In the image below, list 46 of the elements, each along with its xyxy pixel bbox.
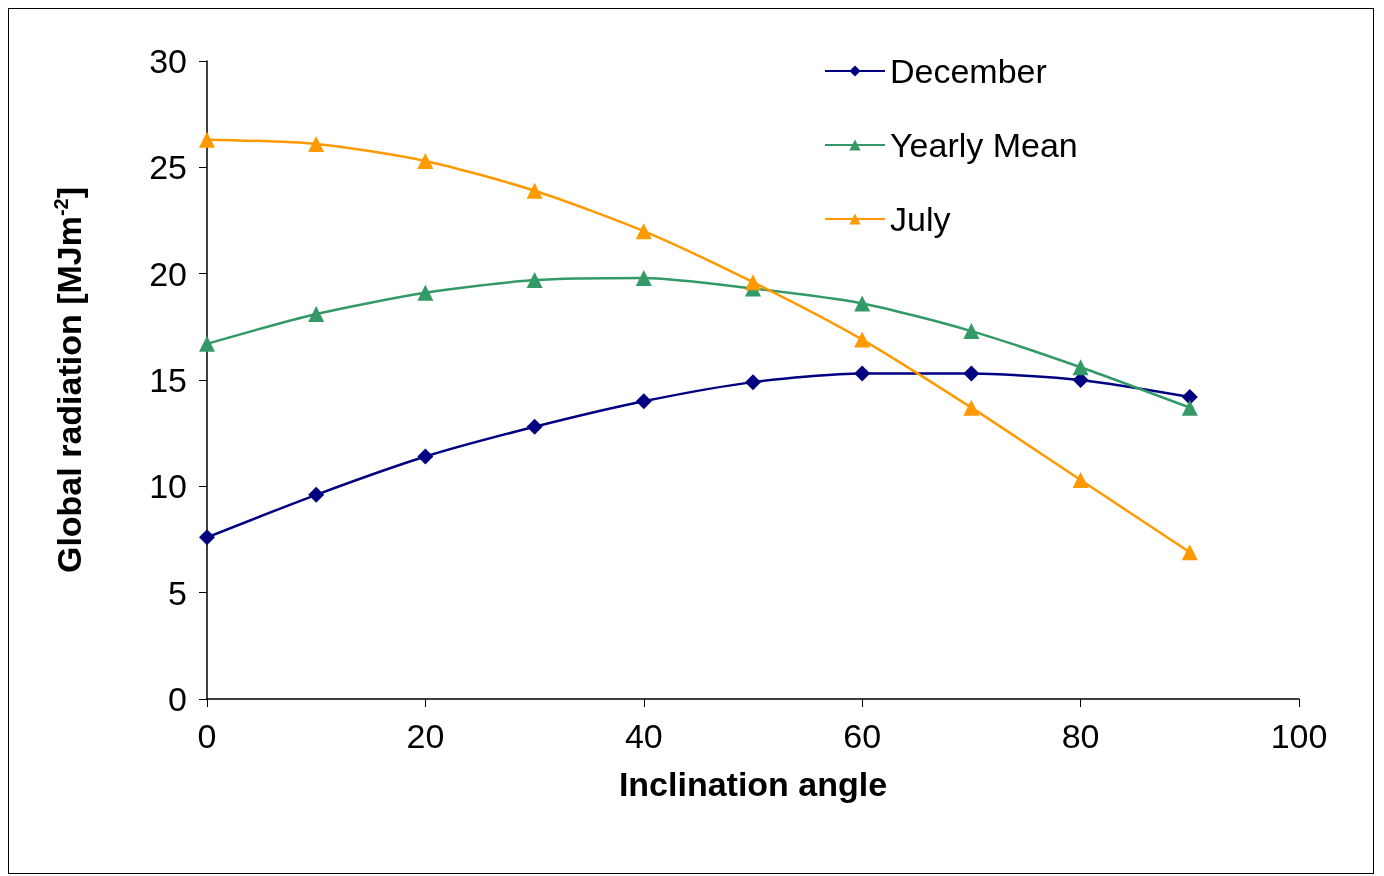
y-tick-label: 30: [149, 42, 187, 80]
x-tick-label: 100: [1270, 717, 1328, 755]
x-tick-label: 20: [406, 717, 445, 755]
point: [199, 131, 215, 148]
point: [199, 335, 215, 352]
x-tick-label: 60: [843, 717, 882, 755]
point: [1181, 544, 1198, 561]
point: [1072, 471, 1089, 488]
point: [745, 374, 761, 391]
y-tick-label: 20: [149, 254, 187, 293]
point: [635, 269, 652, 286]
point: [526, 182, 543, 199]
point: [854, 365, 871, 382]
point: [308, 135, 325, 152]
y-axis-title: Global radiation [MJm-2]: [50, 186, 88, 574]
y-tick-label: 5: [168, 573, 187, 612]
point: [1181, 389, 1198, 406]
point: [308, 486, 325, 503]
point: [526, 418, 543, 435]
legend-label: July: [890, 200, 951, 238]
point: [963, 365, 980, 382]
x-tick-label: 0: [197, 717, 217, 755]
point: [526, 272, 543, 289]
legend-label: Yearly Mean: [890, 126, 1078, 164]
point: [417, 152, 434, 169]
point: [635, 223, 652, 240]
y-tick-label: 0: [168, 680, 187, 718]
legend-label: December: [890, 52, 1047, 90]
point: [854, 295, 871, 312]
point: [308, 306, 325, 323]
x-tick-label: 80: [1061, 717, 1100, 755]
point: [635, 393, 652, 410]
point: [417, 448, 434, 465]
point: [1072, 359, 1089, 376]
y-tick-label: 10: [149, 467, 187, 506]
point: [1181, 399, 1198, 416]
x-tick-label: 40: [624, 717, 663, 755]
point: [963, 399, 980, 416]
point: [199, 529, 215, 546]
point: [963, 323, 980, 340]
point: [854, 331, 871, 348]
point: [745, 274, 761, 291]
point: [417, 284, 434, 301]
x-axis-title: Inclination angle: [618, 765, 888, 803]
y-tick-label: 25: [149, 148, 187, 187]
y-tick-label: 15: [149, 361, 187, 399]
